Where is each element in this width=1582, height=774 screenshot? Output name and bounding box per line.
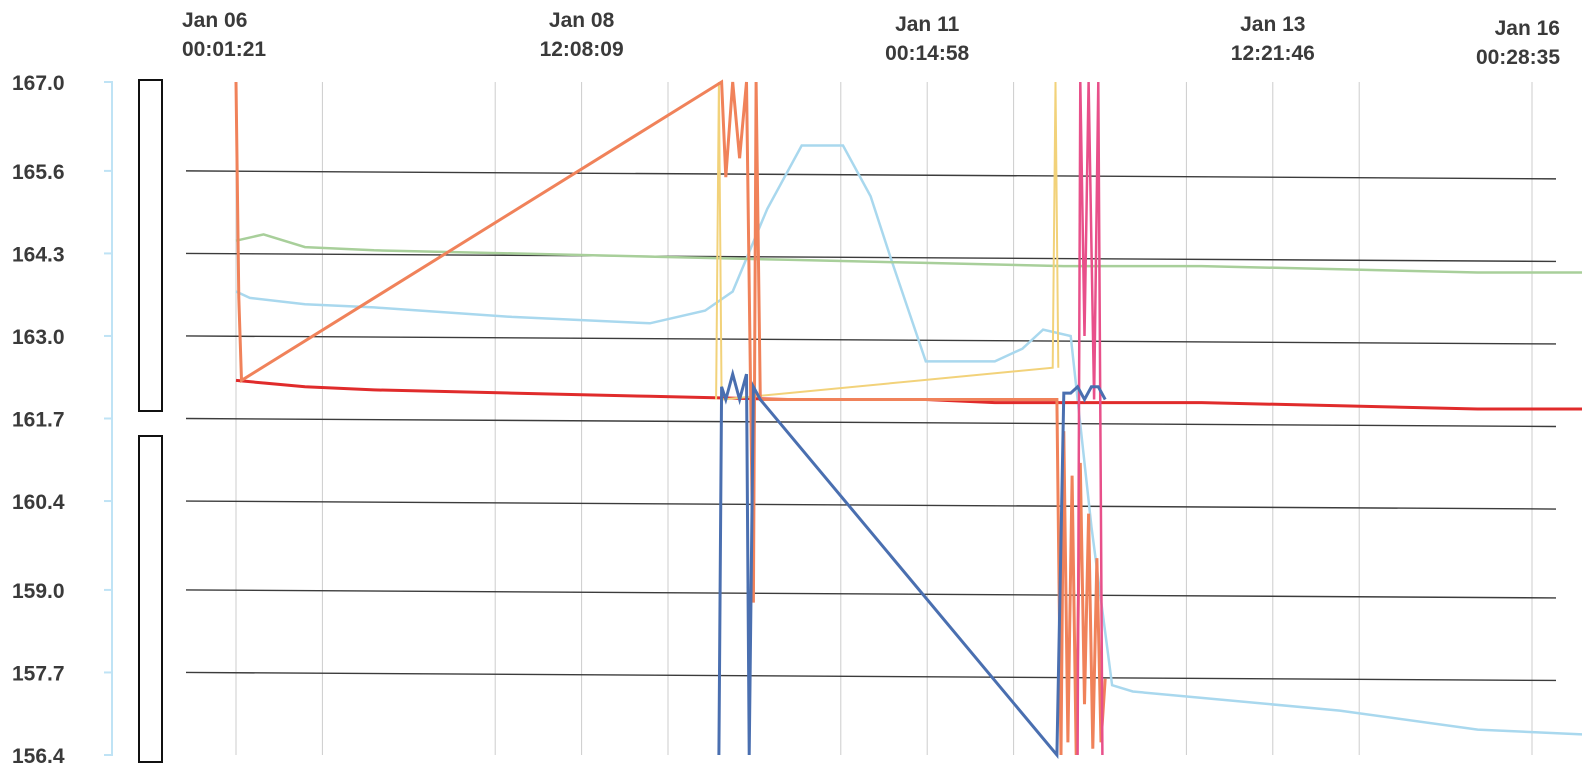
range-indicator — [138, 79, 163, 763]
major-gridlines — [185, 170, 1557, 682]
horizontal-gridline — [185, 252, 1557, 263]
series-line-dark-blue — [717, 368, 1107, 760]
series-line-red — [235, 378, 1582, 411]
y-tick-label: 165.6 — [12, 161, 65, 184]
series-line-salmon — [234, 79, 1107, 756]
y-tick-label: 159.0 — [12, 580, 65, 603]
y-tick-label: 156.4 — [12, 745, 65, 768]
range-bar-lower — [138, 435, 163, 763]
series-line-light-blue — [235, 144, 1582, 736]
horizontal-gridline — [185, 335, 1557, 345]
minor-gridlines — [235, 82, 1533, 755]
y-axis-tick-labels: 167.0 165.6 164.3 163.0 161.7 160.4 159.0 157.7… — [12, 72, 65, 768]
range-bar-upper — [138, 79, 163, 412]
y-tick-label: 160.4 — [12, 491, 65, 514]
x-tick-time: 00:14:58 — [885, 42, 969, 65]
horizontal-gridline — [185, 170, 1557, 180]
y-tick-label: 164.3 — [12, 243, 65, 266]
y-tick-label: 167.0 — [12, 72, 65, 95]
series-line-green — [235, 233, 1582, 274]
x-tick-date: Jan 16 — [1495, 17, 1560, 40]
data-series — [234, 79, 1582, 760]
x-tick-time: 12:21:46 — [1231, 42, 1315, 65]
y-tick-label: 157.7 — [12, 662, 65, 685]
horizontal-gridline — [185, 417, 1557, 428]
x-tick-time: 00:28:35 — [1476, 46, 1560, 69]
horizontal-gridline — [185, 671, 1557, 682]
y-tick-label: 163.0 — [12, 326, 65, 349]
horizontal-gridline — [185, 500, 1557, 510]
x-tick-date: Jan 08 — [549, 9, 615, 32]
series-line-pink — [1076, 81, 1104, 756]
x-tick-time: 00:01:21 — [182, 38, 266, 61]
series-line-yellow — [715, 81, 1060, 401]
y-axis — [104, 81, 113, 756]
x-axis-tick-labels: Jan 06 00:01:21 Jan 08 12:08:09 Jan 11 00:14:… — [182, 9, 1560, 69]
x-tick-time: 12:08:09 — [540, 38, 624, 61]
x-tick-date: Jan 06 — [182, 9, 247, 32]
y-tick-label: 161.7 — [12, 409, 65, 432]
horizontal-gridline — [185, 589, 1557, 599]
x-tick-date: Jan 11 — [895, 13, 960, 36]
x-tick-date: Jan 13 — [1240, 13, 1305, 36]
